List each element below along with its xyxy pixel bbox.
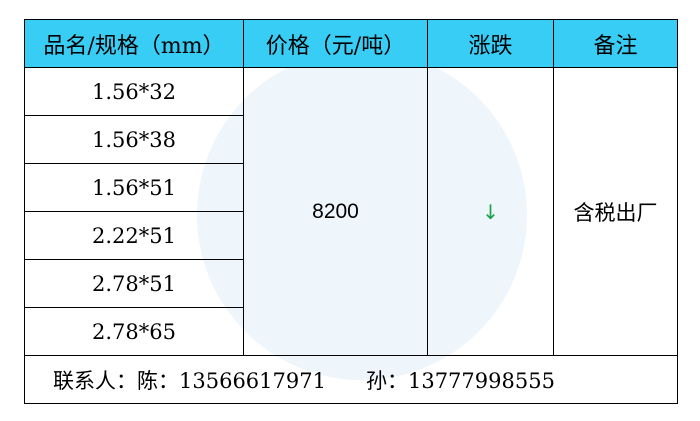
spec-cell: 2.22*51: [24, 211, 244, 260]
header-note: 备注: [553, 19, 678, 68]
header-row: 品名/规格（mm） 价格（元/吨） 涨跌 备注: [24, 19, 678, 68]
contact-chen: 联系人：陈：13566617971: [53, 368, 326, 393]
spec-cell: 2.78*51: [24, 259, 244, 308]
table-row: 2.22*51: [24, 211, 678, 260]
table-row: 2.78*51: [24, 259, 678, 308]
contact-cell: 联系人：陈：13566617971 孙：13777998555: [24, 355, 678, 404]
spec-cell: 1.56*51: [24, 163, 244, 212]
table-row: 1.56*32 8200 ↓ 含税出厂: [24, 67, 678, 356]
spec-cell: 1.56*38: [24, 115, 244, 164]
contact-sun: 孙：13777998555: [365, 368, 555, 393]
header-price: 价格（元/吨）: [243, 19, 428, 68]
table-row: 2.78*65: [24, 307, 678, 356]
footer-row: 联系人：陈：13566617971 孙：13777998555: [24, 355, 678, 404]
table-row: 1.56*38: [24, 115, 678, 164]
header-spec: 品名/规格（mm）: [24, 19, 244, 68]
note-cell: 含税出厂: [553, 67, 678, 356]
down-arrow-icon: ↓: [427, 67, 554, 356]
price-table: 品名/规格（mm） 价格（元/吨） 涨跌 备注 1.56*32 8200 ↓ 含…: [24, 19, 678, 404]
spec-cell: 1.56*32: [24, 67, 244, 116]
spec-cell: 2.78*65: [24, 307, 244, 356]
price-cell: 8200: [243, 67, 428, 356]
header-change: 涨跌: [427, 19, 554, 68]
